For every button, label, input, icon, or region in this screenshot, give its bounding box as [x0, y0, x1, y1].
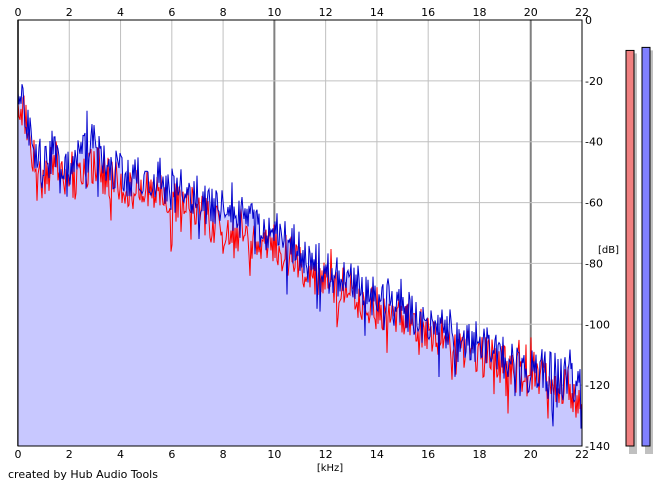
level-meter-1: [625, 49, 637, 455]
x-tick-label-bottom: 14: [370, 448, 384, 461]
level-meters: [625, 46, 653, 455]
level-meter-bar: [625, 49, 635, 447]
x-tick-label-bottom: 10: [267, 448, 281, 461]
x-tick-label-top: 4: [117, 6, 124, 19]
x-tick-label-bottom: 22: [575, 448, 589, 461]
y-tick-label: -40: [585, 136, 603, 149]
x-axis-unit-label: [kHz]: [317, 463, 343, 474]
x-tick-label-top: 14: [370, 6, 384, 19]
x-tick-label-top: 6: [168, 6, 175, 19]
x-tick-label-top: 12: [319, 6, 333, 19]
y-tick-labels: 0 -20 -40 -60 -80 -100 -120 -140: [585, 14, 610, 453]
series-line-2: [17, 84, 583, 429]
x-tick-labels-top: 0 2 4 6 8 10 12 14 16 18 20 22: [15, 6, 590, 19]
series-lines: [17, 84, 583, 429]
x-tick-label-top: 0: [15, 6, 22, 19]
x-tick-label-bottom: 6: [168, 448, 175, 461]
y-tick-label: -140: [585, 440, 610, 453]
x-tick-label-top: 8: [220, 6, 227, 19]
x-tick-labels-bottom: 0 2 4 6 8 10 12 14 16 18 20 22: [15, 448, 590, 461]
y-axis-unit-label: [dB]: [598, 245, 619, 256]
x-tick-label-bottom: 0: [15, 448, 22, 461]
x-tick-label-top: 22: [575, 6, 589, 19]
x-tick-label-bottom: 12: [319, 448, 333, 461]
y-tick-label: -60: [585, 197, 603, 210]
x-tick-label-bottom: 4: [117, 448, 124, 461]
credit-text: created by Hub Audio Tools: [8, 468, 158, 481]
x-tick-label-top: 20: [524, 6, 538, 19]
y-tick-label: -120: [585, 379, 610, 392]
x-tick-label-bottom: 8: [220, 448, 227, 461]
x-tick-label-bottom: 2: [66, 448, 73, 461]
x-tick-label-top: 10: [267, 6, 281, 19]
x-tick-label-top: 16: [421, 6, 435, 19]
y-tick-label: 0: [585, 14, 592, 27]
x-tick-label-bottom: 18: [472, 448, 486, 461]
y-tick-label: -100: [585, 318, 610, 331]
x-tick-label-bottom: 16: [421, 448, 435, 461]
x-tick-label-top: 2: [66, 6, 73, 19]
level-meter-2: [641, 46, 653, 455]
y-tick-label: -80: [585, 257, 603, 270]
x-tick-label-bottom: 20: [524, 448, 538, 461]
y-tick-label: -20: [585, 75, 603, 88]
level-meter-bar: [641, 46, 651, 447]
x-tick-label-top: 18: [472, 6, 486, 19]
plot-frame: [17, 19, 583, 447]
